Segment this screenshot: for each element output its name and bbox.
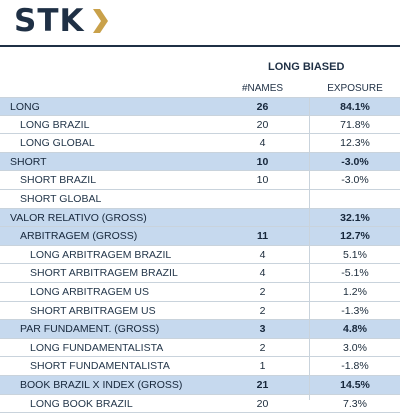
row-label: LONG ARBITRAGEM US <box>30 283 149 301</box>
row-label: SHORT GLOBAL <box>20 190 101 208</box>
table-row: SHORT ARBITRAGEM US 2 -1.3% <box>0 302 400 321</box>
row-label: LONG <box>10 98 40 116</box>
table-row: LONG FUNDAMENTALISTA 2 3.0% <box>0 339 400 358</box>
stk-logo: STK <box>14 2 109 40</box>
row-label: VALOR RELATIVO (GROSS) <box>10 209 147 227</box>
table-row: LONG BRAZIL 20 71.8% <box>0 116 400 135</box>
row-exposure: 7.3% <box>310 395 400 413</box>
row-names-count: 11 <box>240 227 285 245</box>
row-exposure: 84.1% <box>310 98 400 116</box>
column-header-names: #NAMES <box>240 83 285 94</box>
row-exposure: 71.8% <box>310 116 400 134</box>
row-label: SHORT FUNDAMENTALISTA <box>30 357 170 375</box>
table-row: LONG GLOBAL 4 12.3% <box>0 134 400 153</box>
table-row: LONG ARBITRAGEM BRAZIL 4 5.1% <box>0 246 400 265</box>
row-names-count: 2 <box>240 339 285 357</box>
table-row: LONG BOOK BRAZIL 20 7.3% <box>0 395 400 413</box>
row-label: SHORT ARBITRAGEM BRAZIL <box>30 264 178 282</box>
row-label: SHORT BRAZIL <box>20 171 96 189</box>
table-row: SHORT GLOBAL <box>0 190 400 209</box>
row-exposure: 5.1% <box>310 246 400 264</box>
column-header-exposure: EXPOSURE <box>310 83 400 94</box>
row-names-count: 2 <box>240 302 285 320</box>
row-label: SHORT <box>10 153 47 171</box>
row-label: LONG BOOK BRAZIL <box>30 395 133 413</box>
row-names-count: 10 <box>240 171 285 189</box>
row-exposure: -5.1% <box>310 264 400 282</box>
row-names-count: 4 <box>240 264 285 282</box>
row-names-count: 1 <box>240 357 285 375</box>
row-exposure: -1.3% <box>310 302 400 320</box>
row-names-count: 10 <box>240 153 285 171</box>
row-names-count: 20 <box>240 116 285 134</box>
row-exposure: 3.0% <box>310 339 400 357</box>
row-names-count: 20 <box>240 395 285 413</box>
table-row: PAR FUNDAMENT. (GROSS) 3 4.8% <box>0 320 400 339</box>
column-divider <box>309 97 310 400</box>
row-exposure: 12.7% <box>310 227 400 245</box>
row-label: BOOK BRAZIL X INDEX (GROSS) <box>20 376 182 394</box>
row-exposure: 1.2% <box>310 283 400 301</box>
row-label: SHORT ARBITRAGEM US <box>30 302 156 320</box>
row-names-count: 4 <box>240 246 285 264</box>
row-label: LONG BRAZIL <box>20 116 89 134</box>
row-label: LONG GLOBAL <box>20 134 95 152</box>
row-names-count: 21 <box>240 376 285 394</box>
table-row: LONG 26 84.1% <box>0 97 400 116</box>
table-row: VALOR RELATIVO (GROSS) 32.1% <box>0 209 400 228</box>
row-exposure: -3.0% <box>310 171 400 189</box>
table-row: ARBITRAGEM (GROSS) 11 12.7% <box>0 227 400 246</box>
row-label: LONG FUNDAMENTALISTA <box>30 339 163 357</box>
row-exposure: 14.5% <box>310 376 400 394</box>
logo-text: STK <box>14 3 85 39</box>
row-exposure: 32.1% <box>310 209 400 227</box>
row-exposure: -3.0% <box>310 153 400 171</box>
row-names-count: 2 <box>240 283 285 301</box>
table-row: SHORT BRAZIL 10 -3.0% <box>0 171 400 190</box>
row-label: LONG ARBITRAGEM BRAZIL <box>30 246 171 264</box>
row-label: ARBITRAGEM (GROSS) <box>20 227 137 245</box>
row-names-count: 4 <box>240 134 285 152</box>
row-exposure: -1.8% <box>310 357 400 375</box>
table-row: LONG ARBITRAGEM US 2 1.2% <box>0 283 400 302</box>
table-row: SHORT ARBITRAGEM BRAZIL 4 -5.1% <box>0 264 400 283</box>
table-row: SHORT 10 -3.0% <box>0 153 400 172</box>
table-row: SHORT FUNDAMENTALISTA 1 -1.8% <box>0 357 400 376</box>
chevron-right-icon <box>91 7 109 35</box>
row-names-count: 3 <box>240 320 285 338</box>
row-exposure: 12.3% <box>310 134 400 152</box>
row-exposure: 4.8% <box>310 320 400 338</box>
row-names-count: 26 <box>240 98 285 116</box>
section-title: LONG BIASED <box>268 61 344 73</box>
header-divider <box>0 45 400 47</box>
table-row: BOOK BRAZIL X INDEX (GROSS) 21 14.5% <box>0 376 400 395</box>
row-label: PAR FUNDAMENT. (GROSS) <box>20 320 159 338</box>
